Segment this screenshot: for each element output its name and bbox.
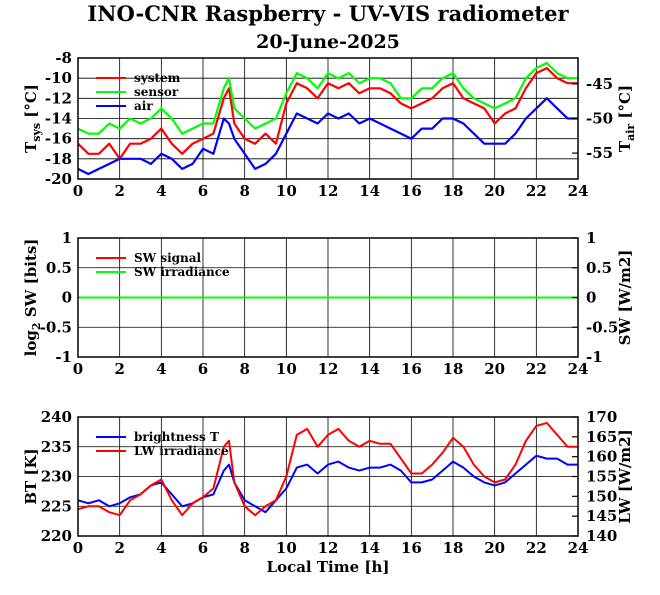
panel-temperature: 0 2 4 6 8 10 12 14 16 18 20 22 24-8-10-12-14-16-18-2… <box>22 49 637 200</box>
y2-tick-label: 150 <box>586 487 617 505</box>
y-tick-label: -8 <box>55 49 72 67</box>
legend-label: air <box>134 99 153 113</box>
y2-axis-label: Tair [°C] <box>616 85 637 152</box>
y2-axis-label: LW [W/m2] <box>616 429 634 523</box>
x-tick-label: 14 <box>359 539 380 557</box>
legend-label: brightness T <box>134 430 219 444</box>
x-tick-label: 10 <box>276 539 297 557</box>
y2-tick-label: 145 <box>586 507 617 525</box>
y2-tick-label: -45 <box>586 75 613 93</box>
x-tick-label: 10 <box>276 360 297 378</box>
y-axis-label: BT [K] <box>22 448 40 504</box>
x-tick-label: 8 <box>239 182 249 200</box>
x-tick-label: 4 <box>156 539 166 557</box>
x-tick-label: 18 <box>443 182 464 200</box>
chart-panels: 0 2 4 6 8 10 12 14 16 18 20 22 24-8-10-12-14-16-18-2… <box>22 49 637 557</box>
x-tick-label: 6 <box>198 182 208 200</box>
x-tick-label: 8 <box>239 360 249 378</box>
x-tick-label: 0 <box>73 182 83 200</box>
legend: brightness TLW irradiance <box>96 430 229 458</box>
x-tick-label: 20 <box>484 182 505 200</box>
y-tick-label: 1 <box>62 229 72 247</box>
x-tick-label: 12 <box>318 182 339 200</box>
x-tick-label: 14 <box>359 360 380 378</box>
figure-title: INO-CNR Raspberry - UV-VIS radiometer <box>87 1 569 26</box>
y-tick-label: 225 <box>41 497 72 515</box>
x-tick-label: 0 <box>73 539 83 557</box>
y-tick-label: -12 <box>45 89 72 107</box>
x-tick-label: 18 <box>443 539 464 557</box>
y-tick-label: -20 <box>45 170 72 188</box>
x-tick-label: 20 <box>484 539 505 557</box>
y2-tick-label: 1 <box>586 229 596 247</box>
y-tick-label: -0.5 <box>40 318 72 336</box>
x-tick-label: 24 <box>568 539 589 557</box>
y2-tick-label: -0.5 <box>586 318 618 336</box>
y-tick-label: 230 <box>41 468 72 486</box>
x-tick-label: 4 <box>156 182 166 200</box>
y-tick-label: -10 <box>45 69 72 87</box>
y2-tick-label: 155 <box>586 468 617 486</box>
panel-shortwave: 0 2 4 6 8 10 12 14 16 18 20 22 2410.50-0.5-110.50-0.… <box>22 229 634 378</box>
x-tick-label: 22 <box>526 360 547 378</box>
x-tick-label: 8 <box>239 539 249 557</box>
y-tick-label: -1 <box>55 348 72 366</box>
x-tick-label: 24 <box>568 360 589 378</box>
x-tick-label: 2 <box>114 539 124 557</box>
y-tick-label: 220 <box>41 527 72 545</box>
x-tick-label: 12 <box>318 539 339 557</box>
y2-tick-label: 0 <box>586 289 596 307</box>
y2-tick-label: -1 <box>586 348 603 366</box>
y-axis-label: log2 SW [bits] <box>22 239 43 357</box>
legend-label: sensor <box>134 85 179 99</box>
y-tick-label: 240 <box>41 408 72 426</box>
y-tick-label: 0.5 <box>46 259 72 277</box>
x-tick-label: 22 <box>526 182 547 200</box>
x-tick-label: 10 <box>276 182 297 200</box>
series-line-system <box>77 66 578 160</box>
series-line-sensor <box>77 61 578 135</box>
legend-label: SW irradiance <box>134 265 230 279</box>
y2-tick-label: 140 <box>586 527 617 545</box>
x-tick-label: 20 <box>484 360 505 378</box>
panel-longwave: 0 2 4 6 8 10 12 14 16 18 20 22 242402352302252201701… <box>22 408 634 557</box>
y-axis-label: Tsys [°C] <box>22 84 43 153</box>
x-tick-label: 12 <box>318 360 339 378</box>
y-tick-label: 0 <box>62 289 72 307</box>
y2-tick-label: 160 <box>586 448 617 466</box>
y-tick-label: -16 <box>45 130 72 148</box>
y2-tick-label: -55 <box>586 144 613 162</box>
x-tick-label: 4 <box>156 360 166 378</box>
x-tick-label: 24 <box>568 182 589 200</box>
x-tick-label: 6 <box>198 539 208 557</box>
legend-label: system <box>134 71 181 85</box>
x-tick-label: 0 <box>73 360 83 378</box>
x-tick-label: 16 <box>401 360 422 378</box>
x-tick-label: 2 <box>114 360 124 378</box>
x-tick-label: 6 <box>198 360 208 378</box>
x-tick-label: 22 <box>526 539 547 557</box>
y-tick-label: -14 <box>45 110 72 128</box>
series-line-LW-irradiance <box>77 421 578 517</box>
x-tick-label: 18 <box>443 360 464 378</box>
series-line-air <box>77 97 578 176</box>
x-tick-label: 16 <box>401 539 422 557</box>
figure-subtitle: 20-June-2025 <box>256 31 400 53</box>
x-axis-label: Local Time [h] <box>267 558 390 576</box>
x-tick-label: 16 <box>401 182 422 200</box>
legend-label: SW signal <box>134 251 202 265</box>
y2-axis-label: SW [W/m2] <box>616 250 634 346</box>
y2-tick-label: -50 <box>586 110 613 128</box>
x-tick-label: 2 <box>114 182 124 200</box>
y-tick-label: -18 <box>45 150 72 168</box>
x-tick-label: 14 <box>359 182 380 200</box>
legend-label: LW irradiance <box>134 444 229 458</box>
y-tick-label: 235 <box>41 438 72 456</box>
y2-tick-label: 165 <box>586 428 617 446</box>
y2-tick-label: 0.5 <box>586 259 612 277</box>
y2-tick-label: 170 <box>586 408 617 426</box>
